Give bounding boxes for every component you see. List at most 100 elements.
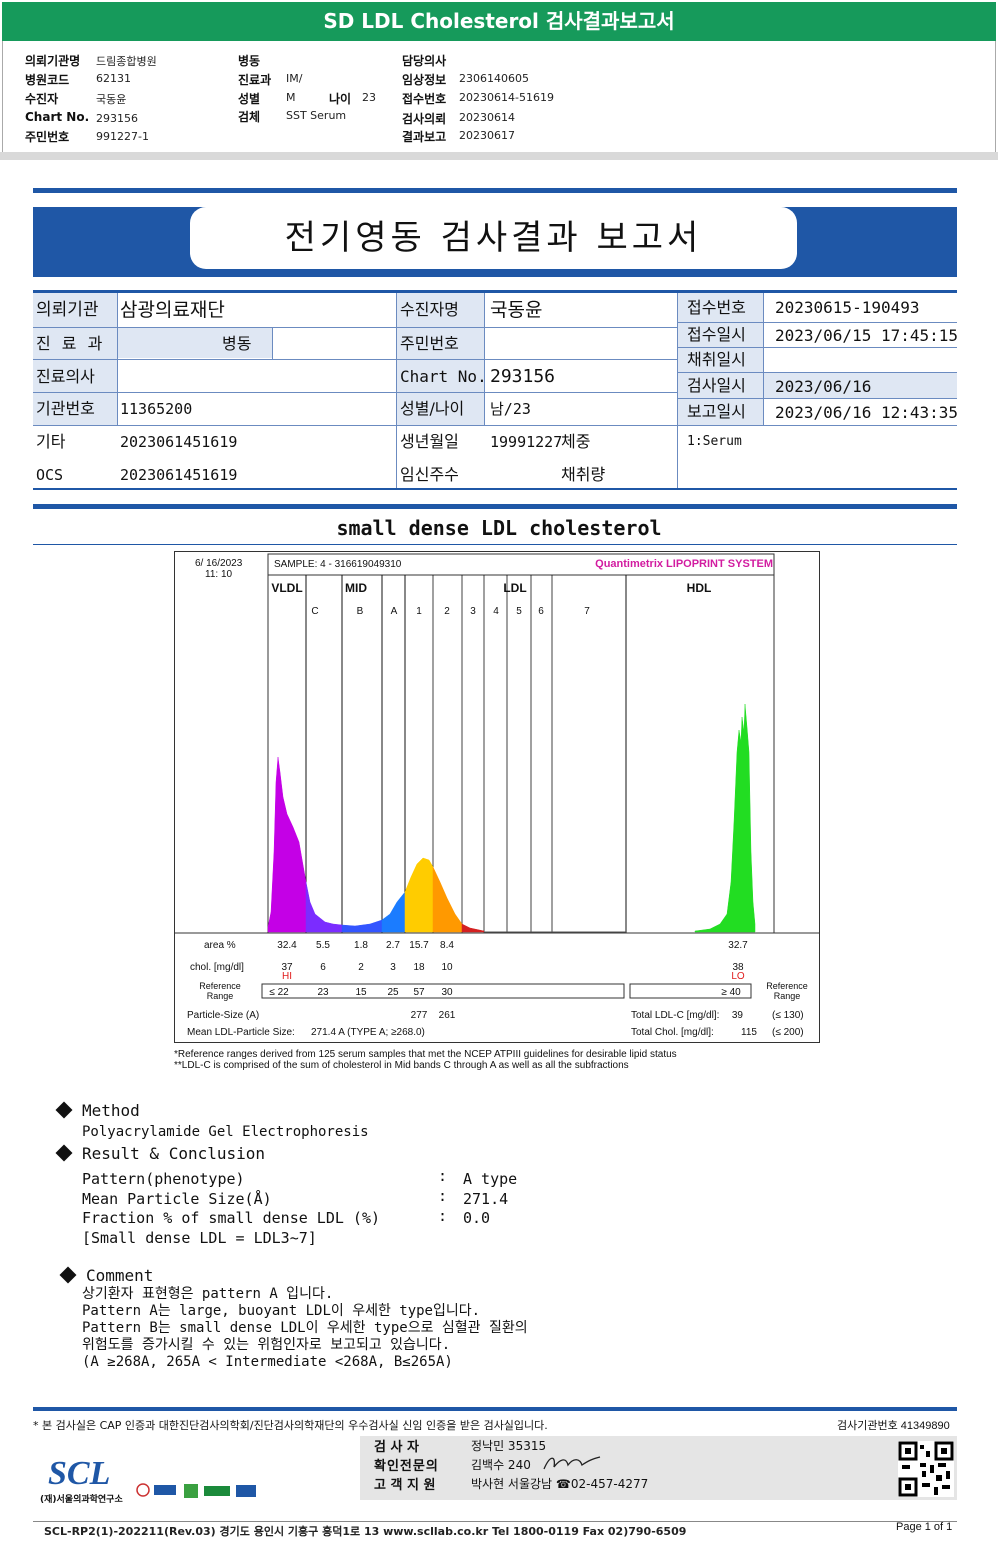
info-label: OCS: [36, 466, 64, 484]
group-label: HDL: [687, 581, 712, 595]
section-top-rule: [33, 504, 957, 509]
table-cell-shade: [117, 328, 272, 358]
report-banner-title: SD LDL Cholesterol 검사결과보고서: [2, 2, 996, 41]
footer-address: SCL-RP2(1)-202211(Rev.03) 경기도 용인시 기흥구 흥덕…: [44, 1525, 687, 1538]
table-rule: [484, 293, 485, 425]
report-title: 전기영동 검사결과 보고서: [190, 207, 797, 269]
info-label: 생년월일: [400, 432, 459, 451]
header-value: 20230614-51619: [459, 91, 554, 104]
staff-role: 검 사 자: [374, 1440, 419, 1455]
info-label: 검사일시: [687, 376, 746, 395]
header-label: 임상정보: [402, 73, 447, 87]
row-label-reference: Reference: [199, 981, 241, 991]
reference-value: 30: [441, 987, 453, 998]
ldl3-peak: [461, 923, 485, 933]
info-label: 보고일시: [687, 402, 746, 421]
staff-value: 정낙민 35315: [471, 1439, 547, 1453]
table-label-shade: [677, 293, 763, 425]
vldl-peak: [267, 756, 307, 933]
info-label: 진 료 과: [36, 334, 106, 353]
chart-footnote: *Reference ranges derived from 125 serum…: [174, 1049, 677, 1060]
staff-panel: [360, 1436, 957, 1500]
total-ldl-value: 39: [732, 1010, 744, 1021]
header-label: Chart No.: [25, 110, 90, 124]
band-label: 6: [538, 606, 544, 617]
table-rule: [677, 322, 957, 323]
info-label: 접수일시: [687, 325, 746, 344]
institution-number: 검사기관번호 41349890: [837, 1420, 950, 1432]
ldl2-peak: [432, 866, 463, 933]
staff-role: 고 객 지 원: [374, 1478, 436, 1493]
cert-logos-icon: [136, 1483, 256, 1498]
row-label-total-ldl: Total LDL-C [mg/dl]:: [631, 1010, 719, 1021]
header-value: 62131: [96, 72, 131, 85]
reference-value: 25: [387, 987, 399, 998]
method-text: Polyacrylamide Gel Electrophoresis: [82, 1124, 369, 1140]
table-bottom-rule: [33, 488, 957, 490]
staff-value: 박사현 서울강남 ☎02-457-4277: [471, 1477, 649, 1491]
band-label: 7: [584, 606, 590, 617]
area-value: 32.4: [277, 940, 297, 951]
info-value: 2023/06/16: [775, 377, 872, 396]
header-value: 국동윤: [96, 93, 127, 106]
band-label: B: [357, 606, 364, 617]
comment-line: 상기환자 표현형은 pattern A 입니다.: [82, 1286, 334, 1302]
chol-value: 10: [441, 962, 453, 973]
table-rule: [33, 425, 677, 426]
table-rule: [33, 359, 677, 360]
header-label: 접수번호: [402, 92, 447, 106]
header-value: IM/: [286, 72, 303, 85]
header-value: 23: [362, 91, 376, 104]
reference-value: ≤ 22: [269, 987, 289, 998]
header-value: 20230617: [459, 129, 515, 142]
chart-date: 6/ 16/2023: [195, 558, 243, 569]
chart-title: Quantimetrix LIPOPRINT SYSTEM: [595, 558, 773, 570]
area-value: 1.8: [354, 940, 368, 951]
info-value: 2023/06/15 17:45:15: [775, 326, 959, 345]
mid-c-peak: [305, 881, 343, 933]
header-value: 991227-1: [96, 130, 149, 143]
group-label: VLDL: [271, 581, 302, 595]
info-label: Chart No.: [400, 367, 487, 386]
ldl1-peak: [404, 857, 434, 933]
header-label: 나이: [329, 92, 352, 106]
row-label-chol: chol. [mg/dl]: [190, 962, 244, 973]
row-label-area: area %: [204, 940, 236, 951]
band-label: 5: [516, 606, 522, 617]
mean-size-value: 271.4 A (TYPE A; ≥268.0): [311, 1027, 425, 1038]
band-label: 1: [416, 606, 422, 617]
mid-b-peak: [341, 919, 383, 933]
reference-value: 57: [413, 987, 425, 998]
info-value: 2023/06/16 12:43:35: [775, 403, 959, 422]
info-label: 수진자명: [400, 300, 459, 319]
info-label: 주민번호: [400, 334, 459, 353]
info-label: 임신주수: [400, 465, 459, 484]
table-rule: [677, 372, 957, 373]
info-value: 삼광의료재단: [120, 299, 225, 321]
comment-line: 위험도를 증가시킬 수 있는 위험인자로 보고되고 있습니다.: [82, 1337, 451, 1353]
result-sep: :: [438, 1207, 448, 1225]
info-value: 11365200: [120, 400, 193, 418]
bullet-diamond-icon: [55, 1144, 73, 1162]
plot-frame: [267, 574, 775, 934]
chart-sample-id: SAMPLE: 4 - 316619049310: [274, 559, 402, 570]
header-label: 주민번호: [25, 130, 70, 144]
table-rule: [677, 425, 957, 426]
reference-box-ldl: [261, 983, 625, 999]
header-label: 의뢰기관명: [25, 54, 81, 68]
title-top-rule: [33, 188, 957, 193]
reference-box-hdl: [629, 983, 752, 999]
table-rule: [33, 327, 677, 328]
info-value: 293156: [490, 366, 556, 387]
info-label: 접수번호: [687, 298, 746, 317]
total-chol-ref: (≤ 200): [772, 1027, 804, 1038]
info-value: 국동윤: [490, 299, 543, 321]
group-label: LDL: [503, 581, 526, 595]
bullet-diamond-icon: [55, 1101, 73, 1119]
area-value: 15.7: [409, 940, 429, 951]
row-label-reference: Range: [207, 991, 234, 1001]
header-value: 20230614: [459, 111, 515, 124]
result-key: Mean Particle Size(Å): [82, 1190, 272, 1208]
table-rule: [677, 398, 957, 399]
info-value: 남/23: [490, 400, 531, 418]
